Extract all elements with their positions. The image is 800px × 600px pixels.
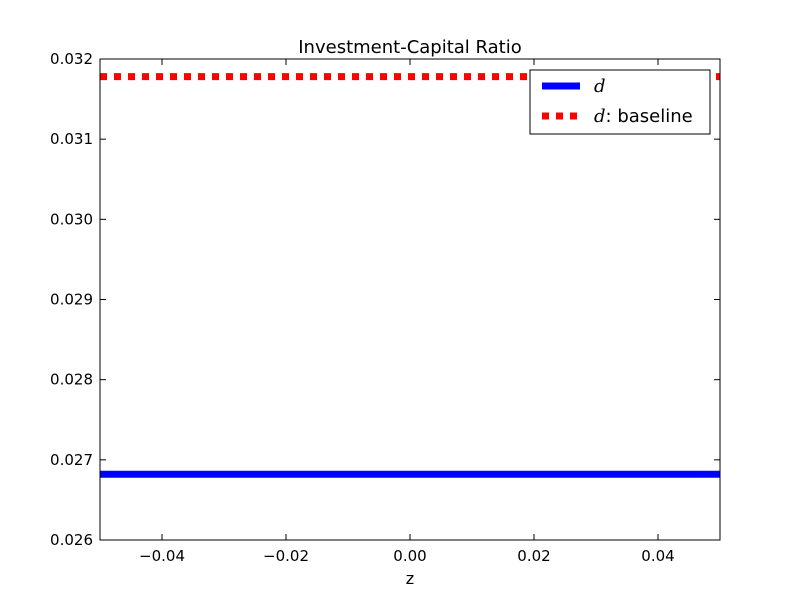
x-tick-label: −0.02: [263, 547, 309, 565]
x-tick-label: −0.04: [139, 547, 185, 565]
y-tick-label: 0.029: [50, 291, 93, 309]
y-tick-label: 0.032: [50, 50, 93, 68]
y-tick-label: 0.028: [50, 371, 93, 389]
legend-symbol: d: [594, 106, 606, 127]
tick-layer: −0.04 −0.02 0.00 0.02 0.04 0.026 0.027 0.028 0.0…: [50, 50, 720, 565]
series-layer: [100, 73, 720, 478]
y-tick-label: 0.026: [50, 531, 93, 549]
x-tick-label: 0.00: [393, 547, 426, 565]
legend-label-1: d: baseline: [594, 106, 693, 127]
y-tick-label: 0.030: [50, 210, 93, 228]
legend-box: [529, 69, 711, 135]
x-axis-label: z: [406, 569, 414, 588]
x-tick-label: 0.04: [641, 547, 674, 565]
legend: dd: baseline: [529, 69, 711, 135]
legend-label-0: d: [594, 76, 606, 97]
legend-suffix: : baseline: [606, 106, 693, 127]
y-tick-label: 0.031: [50, 130, 93, 148]
legend-symbol: d: [594, 76, 606, 97]
chart-title: Investment-Capital Ratio: [298, 37, 522, 58]
x-tick-label: 0.02: [517, 547, 550, 565]
y-tick-label: 0.027: [50, 451, 93, 469]
